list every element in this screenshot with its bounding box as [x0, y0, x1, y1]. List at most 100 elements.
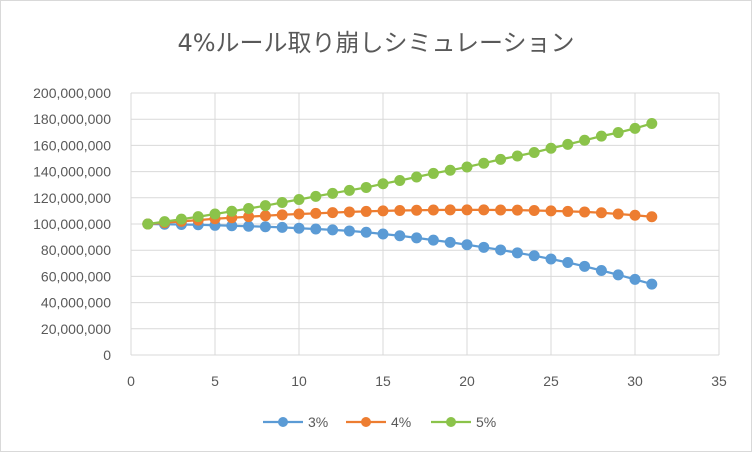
x-tick-label: 15 — [375, 373, 391, 389]
x-tick-label: 35 — [711, 373, 727, 389]
data-point — [511, 247, 523, 259]
data-point — [461, 161, 473, 173]
data-point — [411, 171, 423, 183]
data-point — [562, 257, 574, 269]
data-point — [595, 130, 607, 142]
legend-marker — [361, 417, 371, 427]
data-point — [360, 226, 372, 238]
y-tick-label: 20,000,000 — [41, 321, 111, 337]
data-point — [259, 200, 271, 212]
data-point — [427, 167, 439, 179]
data-point — [259, 221, 271, 233]
x-tick-label: 25 — [543, 373, 559, 389]
legend-item: 3% — [263, 414, 328, 430]
y-tick-label: 0 — [103, 347, 111, 363]
y-tick-label: 100,000,000 — [33, 216, 111, 232]
data-point — [142, 218, 154, 230]
y-tick-label: 80,000,000 — [41, 242, 111, 258]
data-point — [427, 234, 439, 246]
x-tick-label: 0 — [127, 373, 135, 389]
data-point — [343, 225, 355, 237]
data-point — [310, 223, 322, 235]
data-point — [444, 236, 456, 248]
data-point — [579, 206, 591, 218]
data-point — [511, 204, 523, 216]
series-layer — [142, 118, 658, 290]
data-point — [293, 194, 305, 206]
data-point — [528, 146, 540, 158]
data-point — [478, 204, 490, 216]
data-point — [579, 260, 591, 272]
y-tick-label: 120,000,000 — [33, 190, 111, 206]
x-tick-label: 5 — [211, 373, 219, 389]
data-point — [360, 181, 372, 193]
data-point — [612, 208, 624, 220]
data-point — [411, 232, 423, 244]
data-point — [629, 122, 641, 134]
data-point — [545, 253, 557, 265]
series-4% — [142, 204, 658, 230]
legend-label: 3% — [308, 414, 328, 430]
data-point — [612, 127, 624, 139]
data-point — [327, 187, 339, 199]
data-point — [276, 221, 288, 233]
data-point — [259, 210, 271, 222]
y-tick-label: 200,000,000 — [33, 85, 111, 101]
y-tick-label: 140,000,000 — [33, 164, 111, 180]
data-point — [343, 206, 355, 218]
legend-marker — [446, 417, 456, 427]
data-point — [595, 265, 607, 277]
axes: 0 20,000,000 40,000,000 60,000,000 80,000,00… — [33, 85, 727, 389]
data-point — [478, 241, 490, 253]
data-point — [461, 204, 473, 216]
y-tick-label: 40,000,000 — [41, 295, 111, 311]
series-3% — [142, 218, 658, 290]
data-point — [377, 178, 389, 190]
data-point — [411, 204, 423, 216]
data-point — [377, 228, 389, 240]
data-point — [646, 211, 658, 223]
data-point — [327, 224, 339, 236]
data-point — [360, 205, 372, 217]
data-point — [579, 134, 591, 146]
data-point — [243, 203, 255, 215]
data-point — [495, 244, 507, 256]
data-point — [545, 142, 557, 154]
data-point — [562, 138, 574, 150]
data-point — [646, 278, 658, 290]
data-point — [209, 208, 221, 220]
data-point — [495, 204, 507, 216]
data-point — [629, 273, 641, 285]
x-tick-label: 30 — [627, 373, 643, 389]
data-point — [394, 175, 406, 187]
y-tick-label: 180,000,000 — [33, 111, 111, 127]
data-point — [276, 209, 288, 221]
data-point — [444, 164, 456, 176]
data-point — [461, 239, 473, 251]
data-point — [528, 205, 540, 217]
data-point — [528, 250, 540, 262]
data-point — [545, 205, 557, 217]
data-point — [562, 205, 574, 217]
data-point — [276, 197, 288, 209]
data-point — [175, 213, 187, 225]
data-point — [444, 204, 456, 216]
y-tick-label: 160,000,000 — [33, 137, 111, 153]
data-point — [343, 184, 355, 196]
data-point — [192, 211, 204, 223]
chart-title: 4%ルール取り崩しシミュレーション — [177, 29, 574, 57]
data-point — [243, 220, 255, 232]
y-tick-label: 60,000,000 — [41, 268, 111, 284]
data-point — [310, 207, 322, 219]
data-point — [478, 157, 490, 169]
data-point — [377, 205, 389, 217]
data-point — [511, 150, 523, 162]
series-5% — [142, 118, 658, 230]
data-point — [310, 190, 322, 202]
legend-item: 4% — [346, 414, 411, 430]
data-point — [595, 207, 607, 219]
data-point — [226, 205, 238, 217]
data-point — [293, 208, 305, 220]
